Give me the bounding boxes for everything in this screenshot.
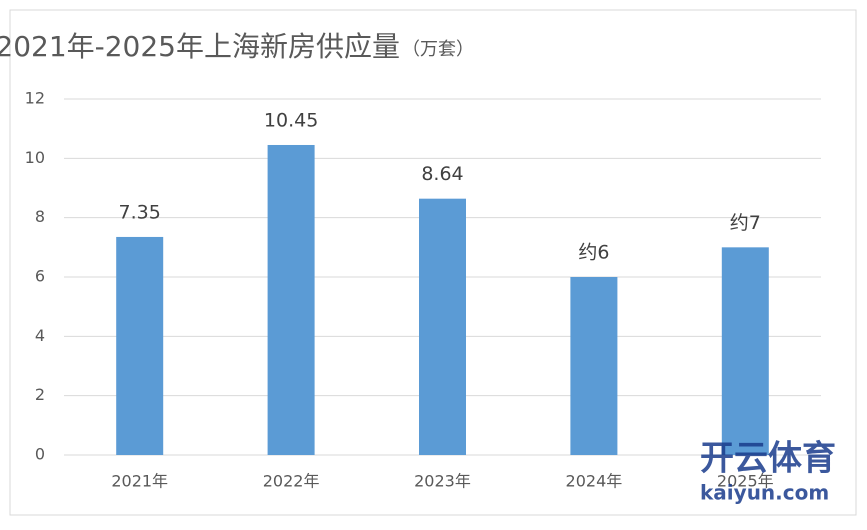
chart-unit: （万套）	[402, 39, 474, 60]
chart-title: 2021年-2025年上海新房供应量	[0, 30, 400, 63]
y-tick-label: 0	[35, 445, 45, 464]
y-tick-label: 6	[35, 267, 45, 286]
x-tick-label: 2021年	[111, 472, 168, 491]
x-tick-label: 2025年	[717, 472, 774, 491]
x-tick-label: 2024年	[566, 472, 623, 491]
value-label: 约6	[578, 242, 609, 264]
watermark-site: kaiyun.com	[700, 481, 829, 505]
bar	[721, 247, 769, 455]
bar	[267, 144, 315, 455]
watermark-brand: 开云体育	[700, 439, 836, 479]
bar	[116, 236, 164, 455]
y-tick-label: 8	[35, 207, 45, 226]
plot: 0 2 4 6 8 10 12 2021年 7.35 2022年 10.45 2023年 8.64 202…	[25, 89, 821, 491]
y-tick-label: 12	[25, 89, 45, 108]
value-label: 8.64	[421, 163, 463, 185]
x-tick-label: 2023年	[414, 472, 471, 491]
y-tick-label: 2	[35, 385, 45, 404]
y-tick-label: 4	[35, 326, 45, 345]
value-label: 7.35	[119, 201, 161, 223]
value-label: 约7	[730, 212, 761, 234]
y-tick-label: 10	[25, 148, 45, 167]
bar	[570, 277, 618, 455]
value-label: 10.45	[264, 109, 318, 131]
x-tick-label: 2022年	[263, 472, 320, 491]
bar	[419, 198, 466, 455]
